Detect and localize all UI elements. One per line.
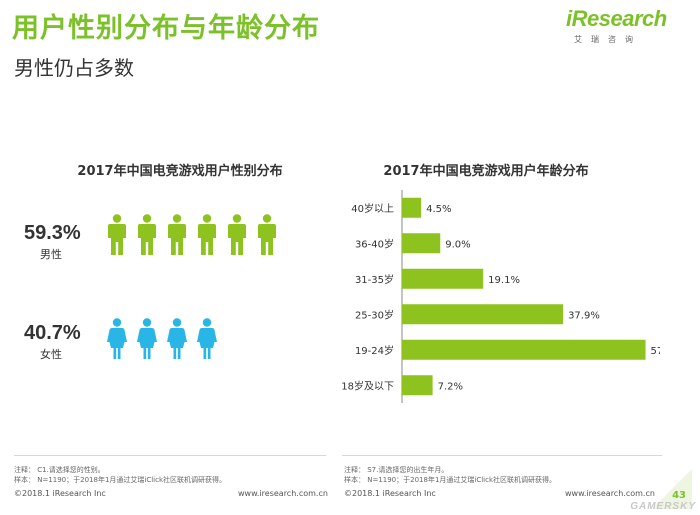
female-person-icon xyxy=(107,318,127,359)
male-percent: 59.3% xyxy=(24,222,81,244)
female-icon-row xyxy=(106,318,218,360)
male-person-icon xyxy=(108,214,126,255)
female-label: 女性 xyxy=(40,348,62,361)
logo-sub-text: 艾瑞咨询 xyxy=(574,35,642,44)
age-bar xyxy=(402,197,422,218)
footer-note-right-2: 样本： N=1190；于2018年1月通过艾瑞iClick社区联机调研获得。 xyxy=(344,476,557,484)
page-number: 43 xyxy=(672,490,686,501)
male-person-icon xyxy=(168,214,186,255)
male-label: 男性 xyxy=(40,248,62,261)
age-value-label: 57.3% xyxy=(651,346,660,357)
male-person-icon xyxy=(258,214,276,255)
footer-url-left[interactable]: www.iresearch.com.cn xyxy=(238,489,328,498)
age-category-label: 18岁及以下 xyxy=(341,379,394,392)
age-category-label: 40岁以上 xyxy=(351,202,394,215)
watermark: GAMERSKY xyxy=(630,501,696,512)
age-value-label: 19.1% xyxy=(488,275,520,286)
age-chart-title: 2017年中国电竞游戏用户年龄分布 xyxy=(383,164,589,179)
age-value-label: 9.0% xyxy=(445,239,470,250)
footer-url-right[interactable]: www.iresearch.com.cn xyxy=(565,489,655,498)
age-bar-chart: 40岁以上 4.5% 36-40岁 9.0% 31-35岁 19.1% 25-30岁 37.9… xyxy=(341,190,660,403)
female-person-icon xyxy=(167,318,187,359)
logo-main-text: iResearch xyxy=(566,6,667,31)
footer-note-left-2: 样本： N=1190；于2018年1月通过艾瑞iClick社区联机调研获得。 xyxy=(14,476,227,484)
footer-divider-left xyxy=(14,455,326,456)
age-category-label: 31-35岁 xyxy=(355,273,394,286)
page-subtitle: 男性仍占多数 xyxy=(14,56,134,80)
age-category-label: 25-30岁 xyxy=(355,308,394,321)
age-value-label: 7.2% xyxy=(438,381,463,392)
footer-copyright-right: ©2018.1 iResearch Inc xyxy=(344,489,436,498)
age-bar xyxy=(402,304,564,325)
footer-copyright-left: ©2018.1 iResearch Inc xyxy=(14,489,106,498)
female-percent: 40.7% xyxy=(24,322,81,344)
male-person-icon xyxy=(138,214,156,255)
age-bar xyxy=(402,268,484,289)
male-person-icon xyxy=(228,214,246,255)
male-person-icon xyxy=(198,214,216,255)
male-icon-row xyxy=(106,214,278,256)
footer-note-left-1: 注释： C1.请选择您的性别。 xyxy=(14,466,105,474)
age-category-label: 36-40岁 xyxy=(355,237,394,250)
female-person-icon xyxy=(197,318,217,359)
age-bar xyxy=(402,339,646,360)
age-category-label: 19-24岁 xyxy=(355,344,394,357)
age-bar xyxy=(402,233,441,254)
iresearch-logo: iResearch 艾瑞咨询 xyxy=(566,6,667,46)
gender-chart-title: 2017年中国电竞游戏用户性别分布 xyxy=(77,164,283,179)
footer-note-right-1: 注释： S7.请选择您的出生年月。 xyxy=(344,466,449,474)
age-bar xyxy=(402,375,433,396)
page-corner-shape xyxy=(652,469,692,509)
female-person-icon xyxy=(137,318,157,359)
footer-divider-right xyxy=(342,455,662,456)
age-value-label: 4.5% xyxy=(426,204,451,215)
page-title: 用户性别分布与年龄分布 xyxy=(12,13,320,44)
age-value-label: 37.9% xyxy=(568,310,600,321)
